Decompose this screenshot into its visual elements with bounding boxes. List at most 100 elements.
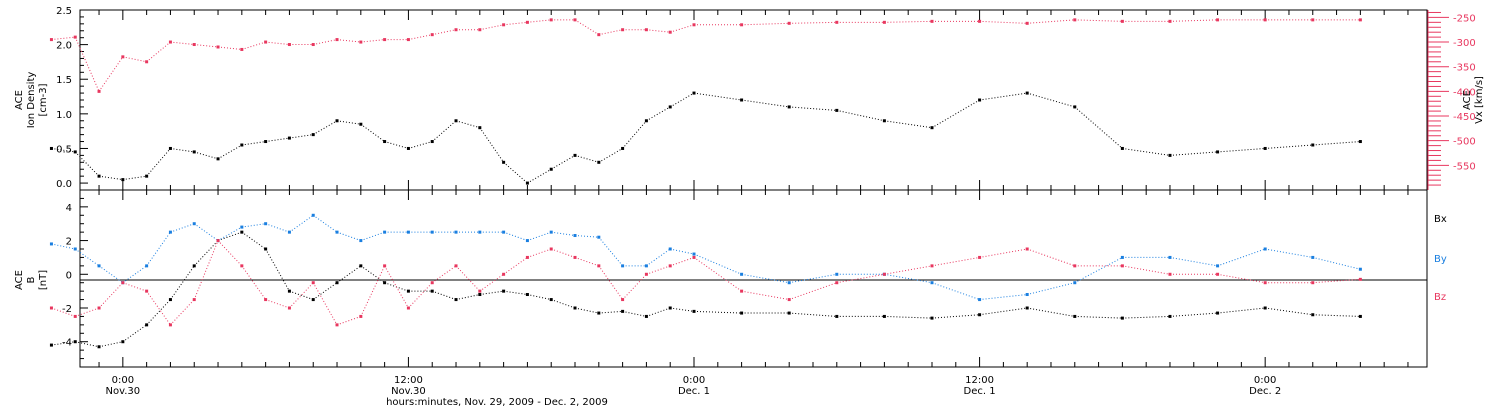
vx-point-link xyxy=(98,56,124,92)
top-ylabel-left-line1: ACE xyxy=(14,90,25,110)
bz-point-link xyxy=(479,273,504,292)
bz-point-link xyxy=(312,282,338,326)
bz-point-link xyxy=(789,282,837,301)
top-right-tick-label: -500 xyxy=(1453,137,1476,148)
top-right-tick-label: -250 xyxy=(1453,13,1476,24)
by-point-link xyxy=(931,282,980,301)
bx-point-link xyxy=(789,312,837,317)
bz-point-link xyxy=(1027,248,1075,267)
x-tick-date-label: Dec. 1 xyxy=(964,386,996,397)
top-right-tick-label: -400 xyxy=(1453,87,1476,98)
top-right-tick-label: -350 xyxy=(1453,63,1476,74)
vx-point-link xyxy=(360,39,385,43)
bx-point-link xyxy=(503,290,528,296)
by-point-link xyxy=(527,231,552,242)
bx-point-link xyxy=(1312,314,1361,317)
vx-point-link xyxy=(884,20,932,23)
vx-point-link xyxy=(1027,19,1075,24)
density-point-link xyxy=(384,141,409,149)
vx-point-link xyxy=(527,19,552,23)
bx-point-link xyxy=(193,240,219,267)
x-tick-date-label: Dec. 1 xyxy=(678,386,710,397)
vx-point-link xyxy=(265,41,290,46)
bx-point xyxy=(1358,314,1362,318)
top-right-axis: -250 -300 -350 -400 -450 -500 -550 xyxy=(1427,10,1476,190)
by-point-link xyxy=(1027,282,1075,295)
by-point-link xyxy=(741,273,790,284)
density-point-link xyxy=(289,134,314,139)
x-axis-title: hours:minutes, Nov. 29, 2009 - Dec. 2, 2… xyxy=(386,397,608,408)
bz-point-link xyxy=(622,273,647,300)
by-point-link xyxy=(551,231,576,237)
density-point-link xyxy=(622,120,647,149)
vx-point-link xyxy=(1074,19,1123,22)
vx-point-link xyxy=(122,56,147,63)
x-tick-date-label: Dec. 2 xyxy=(1249,386,1281,397)
by-point-link xyxy=(979,294,1028,301)
bz-point-link xyxy=(670,256,695,267)
bz-point-link xyxy=(741,290,790,301)
vx-point-link xyxy=(313,39,338,46)
bottom-left-tick-label: 4 xyxy=(66,203,72,214)
top-right-tick-label: -550 xyxy=(1453,161,1476,172)
legend-by: By xyxy=(1434,254,1447,265)
top-left-tick-label: 1.0 xyxy=(56,110,72,121)
bz-point xyxy=(1358,277,1362,281)
bz-point-link xyxy=(75,307,100,317)
by-point-link xyxy=(1312,256,1361,270)
vx-point-link xyxy=(479,24,504,31)
bx-point-link xyxy=(479,290,504,296)
bx-point-link xyxy=(693,310,742,314)
bx-point-link xyxy=(265,248,290,292)
by-point-link xyxy=(574,235,599,238)
top-left-tick-label: 0.0 xyxy=(56,179,72,190)
bx-point-link xyxy=(1265,307,1313,316)
density-point-link xyxy=(979,92,1028,101)
bz-point xyxy=(978,255,982,259)
bz-point-link xyxy=(1217,273,1266,284)
bx-point-link xyxy=(527,294,552,301)
bz-point-link xyxy=(598,265,624,300)
bx-point-link xyxy=(336,265,362,284)
density-point-link xyxy=(1074,106,1123,149)
density-point-link xyxy=(194,151,219,160)
top-left-tick-label: 2.5 xyxy=(56,6,72,17)
bx-point-link xyxy=(598,310,623,314)
density-point-link xyxy=(1312,141,1361,146)
density-point-link xyxy=(789,106,837,111)
density-point-link xyxy=(241,141,266,146)
density-point-link xyxy=(217,144,243,160)
density-point-link xyxy=(669,92,695,108)
top-left-axis: 0.00.51.01.52.02.5 xyxy=(56,6,88,190)
bz-point-link xyxy=(503,257,528,275)
vx-point-link xyxy=(979,20,1028,24)
density-point-link xyxy=(74,151,100,177)
bz-point-link xyxy=(931,256,980,267)
vx-point-link xyxy=(74,36,100,92)
density-point-link xyxy=(527,168,552,184)
vx-point-link xyxy=(598,29,623,36)
bx-point-link xyxy=(51,341,76,346)
bottom-ylabel-line2: B xyxy=(26,276,37,283)
vx-point-link xyxy=(789,21,837,24)
bx-point-link xyxy=(884,315,933,319)
by-point-link xyxy=(146,231,171,267)
top-ylabel-right-line2: Vx [km/s] xyxy=(1474,76,1485,124)
by-point-link xyxy=(336,231,361,242)
vx-point-link xyxy=(432,29,457,36)
by-point-link xyxy=(51,243,76,250)
density-point-link xyxy=(479,127,505,163)
bx-point-link xyxy=(1122,315,1170,319)
x-tick-time-label: 0:00 xyxy=(112,375,134,386)
legend-bx: Bx xyxy=(1434,214,1447,225)
by-point-link xyxy=(122,265,147,284)
bx-point-link xyxy=(241,231,266,250)
bx-point-link xyxy=(217,231,242,242)
x-tick-time-label: 12:00 xyxy=(965,375,994,386)
bz-point-link xyxy=(384,265,409,309)
x-tick-time-label: 12:00 xyxy=(394,375,423,386)
by-point-link xyxy=(1169,256,1218,267)
bz-point-link xyxy=(193,240,219,300)
density-point-link xyxy=(574,154,599,163)
